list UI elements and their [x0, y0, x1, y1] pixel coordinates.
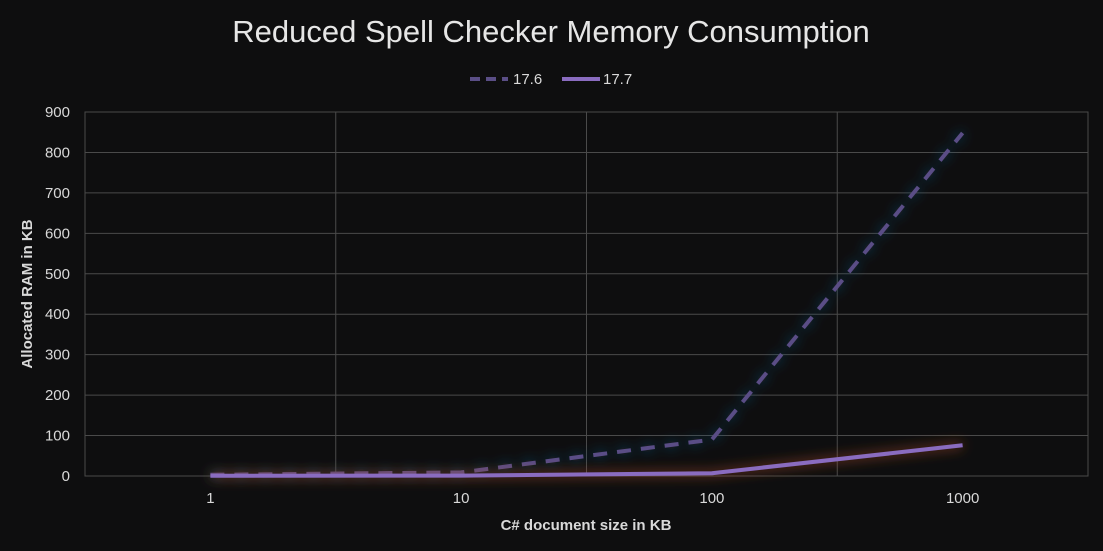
- y-tick-label: 600: [45, 225, 70, 242]
- y-axis-ticks: 0 100 200 300 400 500 600 700 800 900: [45, 104, 70, 485]
- y-axis-label: Allocated RAM in KB: [19, 219, 36, 368]
- legend-item-17-6: 17.6: [470, 71, 542, 88]
- series-line-17-6: [210, 131, 965, 477]
- x-tick-label: 100: [699, 490, 724, 507]
- y-tick-label: 400: [45, 306, 70, 323]
- y-tick-label: 700: [45, 185, 70, 202]
- x-tick-label: 1000: [946, 490, 979, 507]
- legend: 17.6 17.7: [470, 71, 632, 88]
- gridlines: [85, 111, 1088, 477]
- y-tick-label: 100: [45, 428, 70, 445]
- x-tick-label: 1: [206, 490, 214, 507]
- y-tick-label: 900: [45, 104, 70, 121]
- y-tick-label: 300: [45, 347, 70, 364]
- series-line-17-7: [210, 443, 963, 478]
- y-tick-label: 800: [45, 144, 70, 161]
- y-tick-label: 200: [45, 387, 70, 404]
- y-tick-label: 500: [45, 266, 70, 283]
- x-tick-label: 10: [453, 490, 470, 507]
- legend-label-17-6: 17.6: [513, 71, 542, 88]
- chart-title: Reduced Spell Checker Memory Consumption: [232, 14, 870, 49]
- series-lines: [210, 131, 965, 478]
- legend-label-17-7: 17.7: [603, 71, 632, 88]
- y-tick-label: 0: [62, 468, 70, 485]
- x-axis-label: C# document size in KB: [501, 517, 672, 534]
- legend-item-17-7: 17.7: [562, 71, 632, 88]
- x-axis-ticks: 1 10 100 1000: [206, 490, 979, 507]
